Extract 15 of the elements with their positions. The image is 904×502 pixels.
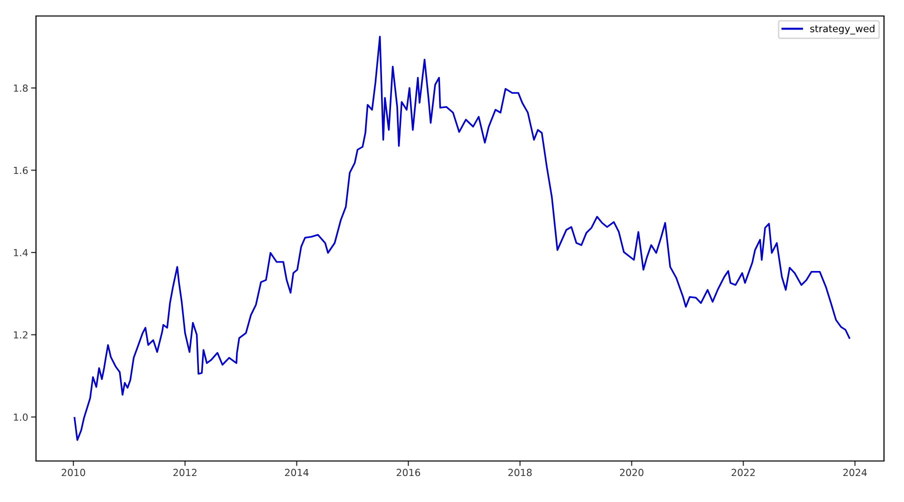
- x-tick-label: 2024: [843, 468, 867, 476]
- y-tick-label: 1.6: [14, 166, 28, 174]
- x-tick-label: 2014: [285, 468, 309, 476]
- x-tick-label: 2018: [508, 468, 532, 476]
- x-tick-label: 2012: [173, 468, 196, 476]
- line-series: [74, 36, 850, 441]
- x-tick-label: 2016: [396, 468, 420, 476]
- x-tick-label: 2022: [732, 468, 755, 476]
- y-tick-label: 1.8: [14, 84, 28, 92]
- y-tick-label: 1.2: [14, 331, 28, 338]
- legend-label: strategy_wed: [810, 24, 874, 34]
- y-tick-label: 1.0: [14, 413, 28, 421]
- y-tick-label: 1.4: [14, 249, 28, 256]
- x-tick-label: 2020: [620, 468, 644, 476]
- x-tick-label: 2010: [62, 468, 86, 476]
